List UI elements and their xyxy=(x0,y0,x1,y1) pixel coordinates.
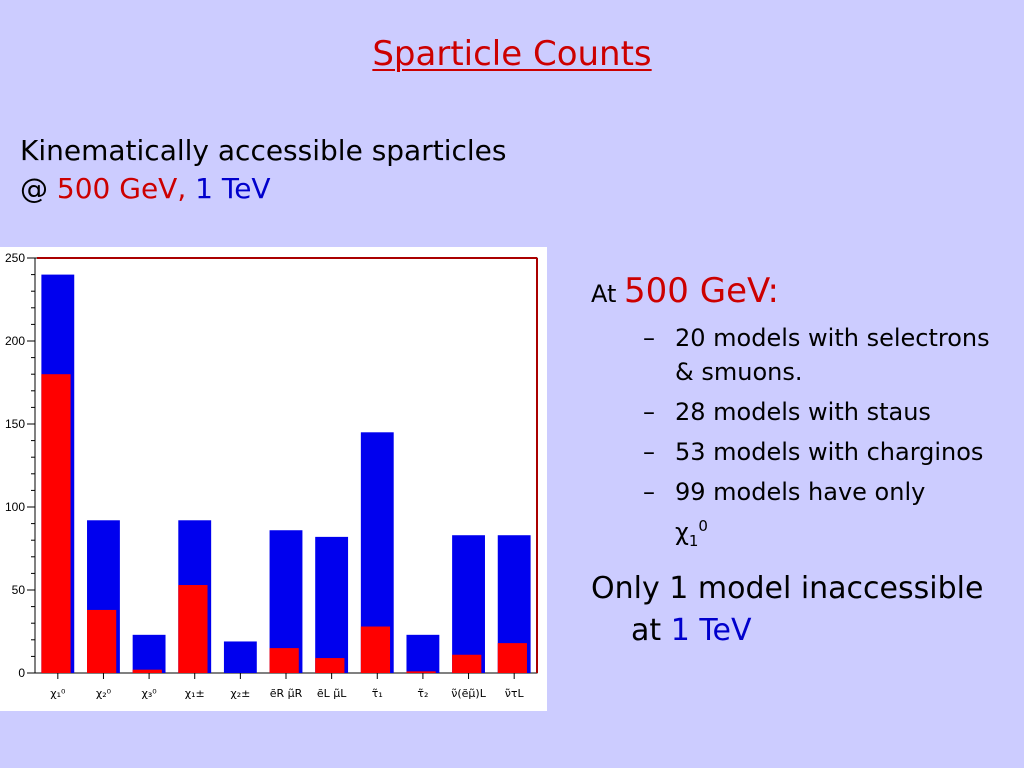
bar-500gev xyxy=(315,658,345,673)
y-tick-label: 50 xyxy=(12,583,26,597)
subtitle-500gev: 500 GeV, xyxy=(56,172,187,205)
bar-1tev xyxy=(452,535,485,673)
x-tick-label: τ̃₂ xyxy=(417,687,428,700)
bar-500gev xyxy=(87,609,117,673)
bar-1tev xyxy=(406,634,440,673)
x-tick-label: τ̃₁ xyxy=(372,687,383,700)
bullet-list: –20 models with selectrons & smuons. –28… xyxy=(591,321,1011,558)
bar-1tev xyxy=(223,641,257,673)
bullet-dash: – xyxy=(643,438,655,466)
x-tick-label: χ₁± xyxy=(185,687,205,700)
chi-subscript: 1 xyxy=(688,531,699,550)
only-one-model: Only 1 model inaccessible at 1 TeV xyxy=(591,568,1011,652)
subtitle-line1: Kinematically accessible sparticles xyxy=(20,134,507,167)
x-tick-label: ẽL μ̃L xyxy=(317,687,347,700)
bar-1tev xyxy=(315,536,349,673)
subtitle-at: @ xyxy=(20,172,48,205)
bullet-dash: – xyxy=(643,398,655,426)
bar-500gev xyxy=(406,671,436,673)
bullet-dash: – xyxy=(643,478,655,506)
bar-500gev xyxy=(360,626,391,673)
y-tick-label: 150 xyxy=(5,417,25,431)
subtitle-1tev: 1 TeV xyxy=(195,172,271,205)
bullet-item: –99 models have only χ10 xyxy=(591,475,1011,558)
chi-symbol: χ xyxy=(675,518,689,546)
x-tick-label: χ₁⁰ xyxy=(50,687,66,700)
bullet-dash: – xyxy=(643,324,655,352)
y-tick-label: 250 xyxy=(5,251,25,265)
x-tick-label: χ₂⁰ xyxy=(96,687,112,700)
x-tick-label: χ₂± xyxy=(230,687,250,700)
bullet-text: 28 models with staus xyxy=(675,398,931,426)
bar-500gev xyxy=(132,669,162,673)
bullet-item: –28 models with staus xyxy=(591,395,1011,429)
chi-superscript: 0 xyxy=(698,517,708,535)
at-value: 500 GeV: xyxy=(624,271,779,311)
bullet-item: –53 models with charginos xyxy=(591,435,1011,469)
slide-title: Sparticle Counts xyxy=(372,34,652,74)
at-500-heading: At 500 GeV: xyxy=(591,268,1011,317)
bar-chart-svg: 0 50 100 150 200 250 χ₁⁰ χ₂⁰ χ₃⁰ χ₁± χ₂± ẽR μ̃R ẽL μ… xyxy=(5,251,538,700)
x-tick-label: χ₃⁰ xyxy=(141,687,157,700)
bar-500gev xyxy=(269,648,299,673)
y-tick-label: 200 xyxy=(5,334,25,348)
bullet-item: –20 models with selectrons & smuons. xyxy=(591,321,1011,389)
only-text: Only 1 model inaccessible at xyxy=(591,570,984,648)
subtitle-line2: @ 500 GeV, 1 TeV xyxy=(20,170,506,208)
bar-500gev xyxy=(497,643,527,673)
slide-subtitle: Kinematically accessible sparticles @ 50… xyxy=(20,132,506,208)
bullet-text: 99 models have only xyxy=(675,478,926,506)
bullet-text: 20 models with selectrons & smuons. xyxy=(675,324,990,386)
bullet-text: 53 models with charginos xyxy=(675,438,984,466)
y-tick-label: 0 xyxy=(18,666,25,680)
y-tick-label: 100 xyxy=(5,500,25,514)
summary-panel: At 500 GeV: –20 models with selectrons &… xyxy=(591,268,1011,652)
bar-500gev xyxy=(178,585,208,673)
only-value: 1 TeV xyxy=(670,612,752,648)
x-tick-label: ẽR μ̃R xyxy=(270,687,303,700)
x-tick-label: ν̃τL xyxy=(505,687,525,700)
bar-500gev xyxy=(41,374,71,673)
bar-chart: 0 50 100 150 200 250 χ₁⁰ χ₂⁰ χ₃⁰ χ₁± χ₂± ẽR μ̃R ẽL μ… xyxy=(0,247,547,711)
bar-1tev xyxy=(132,634,166,673)
x-tick-label: ν̃(ẽμ̃)L xyxy=(451,687,486,700)
bar-500gev xyxy=(452,654,482,673)
at-label: At xyxy=(591,280,617,308)
